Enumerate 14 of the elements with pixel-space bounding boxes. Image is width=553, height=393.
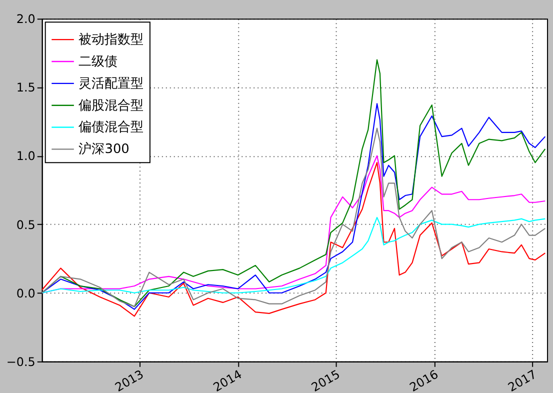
legend-label: 二级债: [78, 54, 118, 70]
legend-label: 偏债混合型: [78, 120, 144, 136]
legend-label: 被动指数型: [78, 32, 144, 48]
y-tick-label: 2.0: [16, 12, 36, 26]
y-tick-label: 0.0: [16, 286, 36, 300]
legend-label: 偏股混合型: [78, 98, 144, 114]
y-tick-label: −0.5: [6, 354, 36, 369]
legend-label: 沪深300: [78, 141, 130, 158]
y-tick-label: 1.0: [16, 149, 36, 164]
line-series: [42, 216, 546, 294]
line-series: [42, 162, 546, 317]
y-tick-label: 0.5: [16, 218, 36, 232]
y-tick-label: 1.5: [16, 80, 36, 95]
legend-label: 灵活配置型: [78, 76, 144, 92]
